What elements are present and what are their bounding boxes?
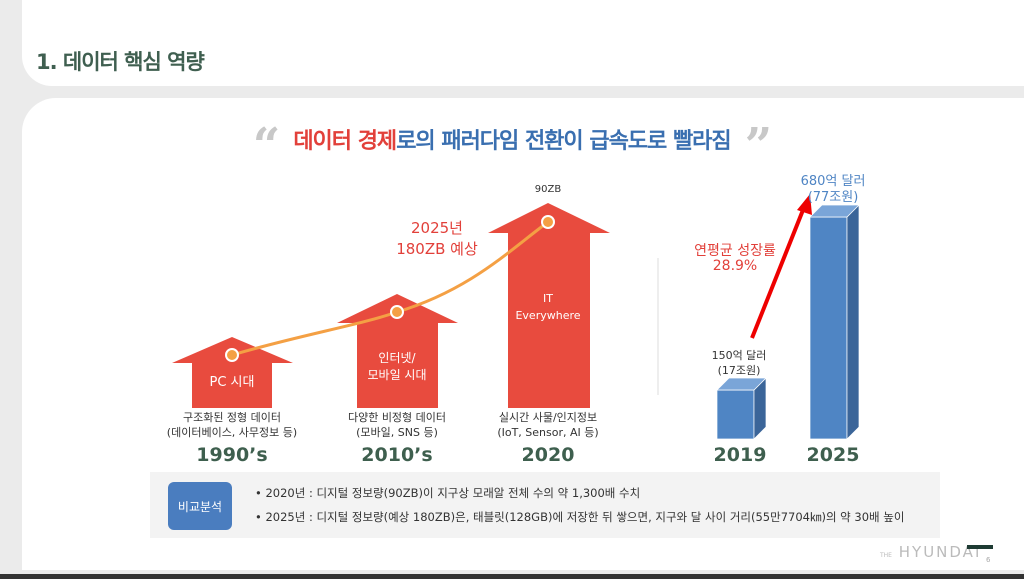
bar-value-krw: (17조원) bbox=[717, 364, 761, 377]
forecast-line1: 2025년 bbox=[411, 219, 463, 237]
bar-year: 2025 bbox=[806, 444, 860, 466]
bar-value-usd: 150억 달러 bbox=[711, 349, 767, 362]
era-year: 1990’s bbox=[196, 444, 268, 466]
bar-year: 2019 bbox=[713, 444, 767, 466]
era-year: 2020 bbox=[521, 444, 575, 466]
era-inner-label: 인터넷/ 모바일 시대 bbox=[367, 351, 427, 382]
growth-label: 연평균 성장률 bbox=[694, 243, 776, 259]
bottom-border bbox=[0, 574, 1024, 579]
brand-logo: THE HYUNDAI bbox=[880, 543, 981, 561]
era-desc: 구조화된 정형 데이터 bbox=[182, 411, 282, 424]
data-dot-2010s bbox=[390, 305, 404, 319]
comparison-box: 비교분석 • 2020년 : 디지털 정보량(90ZB)이 지구상 모래알 전체… bbox=[150, 472, 940, 538]
forecast-line2: 180ZB 예상 bbox=[396, 240, 478, 258]
era-desc: (모바일, SNS 등) bbox=[356, 426, 438, 439]
bar-value-usd: 680억 달러 bbox=[800, 174, 866, 189]
growth-arrow-shaft bbox=[750, 209, 805, 339]
brand-bar bbox=[967, 545, 993, 549]
header-card bbox=[22, 0, 1024, 86]
headline-rest: 로의 패러다임 전환이 급속도로 빨라짐 bbox=[396, 129, 731, 154]
page-title: 1. 데이터 핵심 역량 bbox=[36, 50, 205, 74]
data-dot-1990s bbox=[225, 348, 239, 362]
page-number: 6 bbox=[986, 556, 991, 564]
house-2010s bbox=[337, 294, 458, 408]
growth-arrow-head bbox=[797, 194, 812, 215]
growth-value: 28.9% bbox=[712, 258, 758, 274]
headline-highlight: 데이터 경제 bbox=[293, 129, 397, 154]
era-year: 2010’s bbox=[361, 444, 433, 466]
open-quote-icon: “ bbox=[252, 118, 281, 174]
brand-name: HYUNDAI bbox=[898, 543, 982, 561]
era-desc: 실시간 사물/인지정보 bbox=[498, 411, 598, 424]
bar-value-krw: (77조원) bbox=[807, 190, 859, 205]
comparison-note: • 2020년 : 디지털 정보량(90ZB)이 지구상 모래알 전체 수의 약… bbox=[255, 486, 641, 500]
bar-2025-front bbox=[809, 216, 848, 440]
house-1990s bbox=[172, 337, 293, 408]
era-inner-label: IT Everywhere bbox=[515, 292, 581, 322]
bar-2025-top bbox=[809, 204, 860, 218]
arrow-2020 bbox=[488, 203, 610, 408]
era-desc: (IoT, Sensor, AI 등) bbox=[497, 426, 599, 439]
comparison-note: • 2025년 : 디지털 정보량(예상 180ZB)은, 태블릿(128GB)… bbox=[255, 510, 905, 524]
headline: “ 데이터 경제로의 패러다임 전환이 급속도로 빨라짐 ” bbox=[0, 118, 1024, 174]
comparison-badge: 비교분석 bbox=[168, 482, 232, 530]
era-inner-label: PC 시대 bbox=[209, 375, 255, 390]
data-dot-2020 bbox=[541, 215, 555, 229]
close-quote-icon: ” bbox=[744, 118, 773, 174]
era-desc: 다양한 비정형 데이터 bbox=[347, 411, 447, 424]
era-top-label: 90ZB bbox=[534, 184, 562, 195]
bar-2025-side bbox=[846, 204, 860, 440]
era-desc: (데이터베이스, 사무정보 등) bbox=[166, 426, 298, 439]
brand-small: THE bbox=[880, 552, 892, 559]
bar-2019-top bbox=[716, 377, 767, 391]
bar-2019-front bbox=[716, 389, 755, 440]
